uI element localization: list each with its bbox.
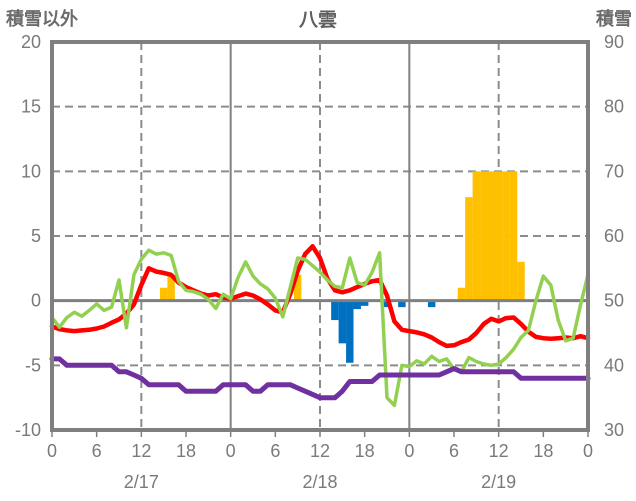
snowfall-positive-bar	[457, 287, 466, 301]
hour-label: 12	[310, 441, 330, 461]
right-tick-label: 60	[604, 226, 624, 246]
left-tick-label: -10	[15, 420, 41, 440]
right-tick-label: 90	[604, 32, 624, 52]
hour-label: 0	[583, 441, 593, 461]
left-tick-label: 0	[31, 291, 41, 311]
frame	[50, 40, 590, 432]
purple-line-group	[49, 356, 591, 401]
green-line-group	[50, 248, 590, 408]
chart-title: 八雲	[299, 9, 337, 31]
x-axis-hour-labels: 0 6 12 18 0 6 12 18 0 6 12 18 0	[47, 441, 593, 461]
left-tick-label: 10	[21, 161, 41, 181]
hour-label: 0	[47, 441, 57, 461]
snowfall-positive-bar	[509, 171, 518, 301]
hour-label: 12	[489, 441, 509, 461]
snowfall-positive-bar	[465, 197, 473, 301]
hour-label: 6	[270, 441, 280, 461]
snowfall-positive-bar	[494, 171, 503, 301]
hour-label: 6	[92, 441, 102, 461]
x-axis-date-labels: 2/17 2/18 2/19	[124, 472, 516, 492]
right-tick-label: 30	[604, 420, 624, 440]
plot-frame	[50, 40, 590, 432]
left-tick-label: -5	[25, 355, 41, 375]
left-axis-title: 積雪以外	[5, 8, 78, 29]
date-label: 2/17	[124, 472, 159, 492]
right-tick-label: 50	[604, 291, 624, 311]
snowfall-negative-bar	[353, 300, 361, 310]
snowfall-negative	[331, 300, 436, 363]
right-axis-title: 積雪	[595, 8, 632, 29]
snowfall-negative-bar	[398, 300, 406, 308]
snowfall-positive-bar	[159, 287, 168, 301]
snowfall-positive	[159, 171, 525, 301]
x-axis-ticks	[51, 432, 589, 437]
left-tick-label: 20	[21, 32, 41, 52]
snowfall-negative-bar	[338, 300, 347, 344]
snowfall-negative-bar	[360, 300, 369, 306]
red-line-group	[49, 244, 591, 349]
date-label: 2/18	[302, 472, 337, 492]
right-axis-labels: 90 80 70 60 50 40 30	[604, 32, 624, 440]
hour-label: 0	[226, 441, 236, 461]
snowfall-positive-bar	[167, 274, 175, 301]
snowfall-negative-bar	[346, 300, 354, 363]
right-tick-label: 80	[604, 97, 624, 117]
left-axis-labels: 20 15 10 5 0 -5 -10	[15, 32, 41, 440]
hour-label: 18	[533, 441, 553, 461]
hour-label: 18	[176, 441, 196, 461]
snowfall-negative-bar	[331, 300, 339, 321]
snowfall-negative-bar	[383, 300, 391, 308]
snowfall-positive-bar	[480, 171, 488, 301]
green-line	[50, 248, 590, 408]
snowfall-positive-bar	[502, 171, 510, 301]
left-tick-label: 15	[21, 97, 41, 117]
hour-label: 18	[355, 441, 375, 461]
hour-label: 0	[404, 441, 414, 461]
hour-label: 6	[449, 441, 459, 461]
left-tick-label: 5	[31, 226, 41, 246]
snowfall-negative-bar	[427, 300, 436, 308]
snowfall-positive-bar	[517, 261, 525, 301]
red-line	[49, 244, 591, 349]
snowfall-positive-bar	[472, 171, 481, 301]
date-label: 2/19	[481, 472, 516, 492]
purple-line	[49, 356, 591, 401]
snowfall-positive-bar	[293, 274, 302, 301]
snowfall-positive-bar	[487, 171, 495, 301]
right-tick-label: 70	[604, 161, 624, 181]
right-tick-label: 40	[604, 355, 624, 375]
hour-label: 12	[131, 441, 151, 461]
